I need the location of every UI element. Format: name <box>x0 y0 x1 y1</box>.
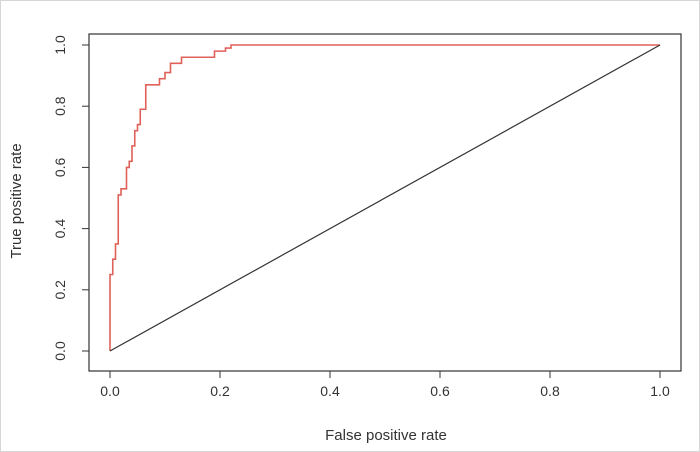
roc-curve-line <box>109 44 660 351</box>
y-tick-label: 0.2 <box>52 280 68 300</box>
x-tick-label: 0.0 <box>100 383 120 399</box>
x-tick-label: 0.8 <box>540 383 560 399</box>
y-tick-label: 0.4 <box>52 219 68 239</box>
series-group <box>109 44 661 352</box>
y-tick-label: 0.8 <box>52 96 68 116</box>
y-tick-label: 0.0 <box>52 341 68 361</box>
plot-box <box>88 33 682 372</box>
x-tick-label: 0.4 <box>320 383 340 399</box>
diagonal-reference-line <box>109 44 661 352</box>
x-axis-label: False positive rate <box>325 427 447 444</box>
y-tick-label: 0.6 <box>52 157 68 177</box>
x-tick-label: 0.6 <box>430 383 450 399</box>
x-tick-label: 1.0 <box>650 383 670 399</box>
y-tick-label: 1.0 <box>52 35 68 55</box>
tick-group: 0.0 0.2 0.4 0.6 0.8 1.0 0.0 0.2 0.4 0.6 0.8 1.0 <box>52 35 670 399</box>
y-axis-label: True positive rate <box>8 143 25 258</box>
x-tick-label: 0.2 <box>210 383 230 399</box>
